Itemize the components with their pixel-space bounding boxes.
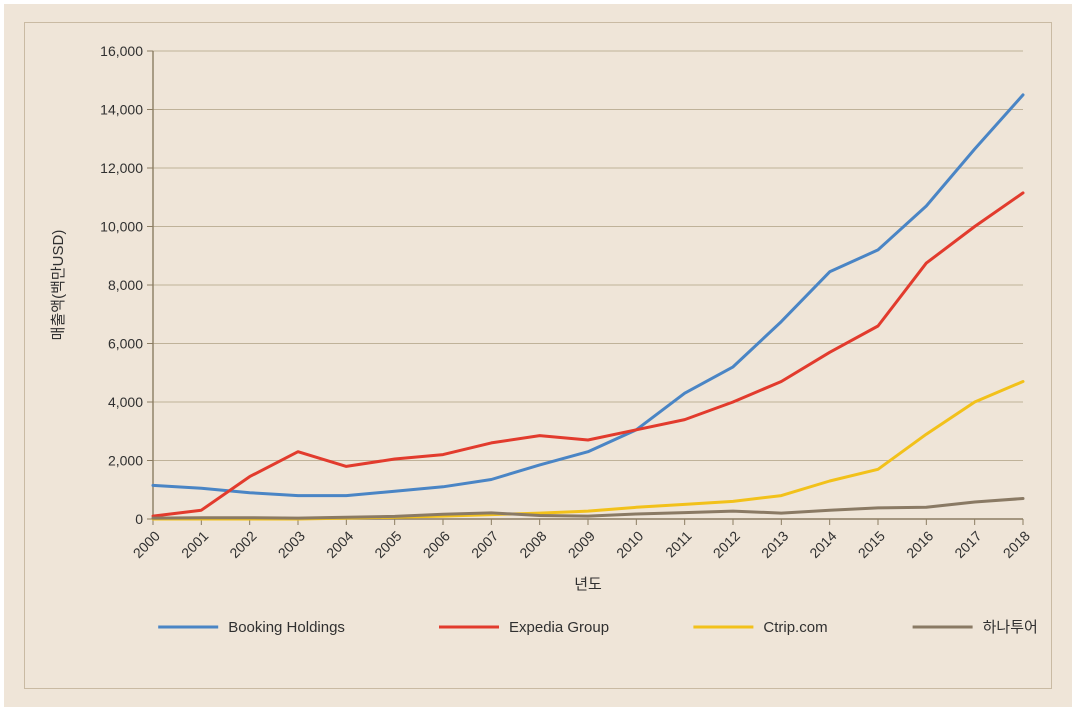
y-axis-title: 매출액(백만USD)	[50, 230, 67, 341]
svg-text:12,000: 12,000	[100, 160, 143, 176]
svg-text:2005: 2005	[371, 528, 404, 561]
svg-text:2004: 2004	[323, 528, 356, 561]
legend-label: Ctrip.com	[763, 619, 827, 636]
svg-text:2009: 2009	[565, 528, 598, 561]
svg-text:14,000: 14,000	[100, 102, 143, 118]
svg-text:2,000: 2,000	[108, 453, 143, 469]
line-chart: 0 2,000 4,000 6,000 8,000 10,000 12,000 14,000 1…	[25, 23, 1059, 696]
svg-text:2010: 2010	[613, 528, 646, 561]
svg-text:16,000: 16,000	[100, 43, 143, 59]
svg-text:2016: 2016	[903, 528, 936, 561]
svg-text:0: 0	[135, 511, 143, 527]
svg-text:10,000: 10,000	[100, 219, 143, 235]
x-axis-ticks: 2000 2001 2002 2003 2004 2005 2006 2007 2008 2009…	[130, 519, 1033, 561]
svg-text:2008: 2008	[516, 528, 549, 561]
svg-text:2003: 2003	[275, 528, 308, 561]
legend-label: Booking Holdings	[228, 619, 345, 636]
series-line	[153, 193, 1023, 516]
svg-text:6,000: 6,000	[108, 336, 143, 352]
svg-text:2006: 2006	[420, 528, 453, 561]
svg-text:2013: 2013	[758, 528, 791, 561]
series-line	[153, 95, 1023, 496]
legend-label: Expedia Group	[509, 619, 609, 636]
svg-text:4,000: 4,000	[108, 394, 143, 410]
svg-text:2017: 2017	[951, 528, 984, 561]
svg-text:2018: 2018	[1000, 528, 1033, 561]
svg-text:2002: 2002	[226, 528, 259, 561]
chart-panel: 0 2,000 4,000 6,000 8,000 10,000 12,000 14,000 1…	[24, 22, 1052, 689]
legend-label: 하나투어	[983, 619, 1038, 636]
gridlines	[153, 51, 1023, 461]
svg-text:2011: 2011	[662, 528, 695, 561]
svg-text:2001: 2001	[178, 528, 211, 561]
series-group	[153, 95, 1023, 519]
svg-text:2007: 2007	[468, 528, 501, 561]
y-axis-ticks: 0 2,000 4,000 6,000 8,000 10,000 12,000 14,000 1…	[100, 43, 153, 527]
series-line	[153, 499, 1023, 519]
svg-text:2014: 2014	[806, 528, 839, 561]
chart-frame: 0 2,000 4,000 6,000 8,000 10,000 12,000 14,000 1…	[0, 0, 1076, 711]
svg-text:2000: 2000	[130, 528, 163, 561]
svg-text:2015: 2015	[855, 528, 888, 561]
svg-text:2012: 2012	[710, 528, 743, 561]
legend: Booking Holdings Expedia Group Ctrip.com 하나…	[158, 619, 1038, 636]
x-axis-title: 년도	[574, 576, 602, 593]
svg-text:8,000: 8,000	[108, 277, 143, 293]
